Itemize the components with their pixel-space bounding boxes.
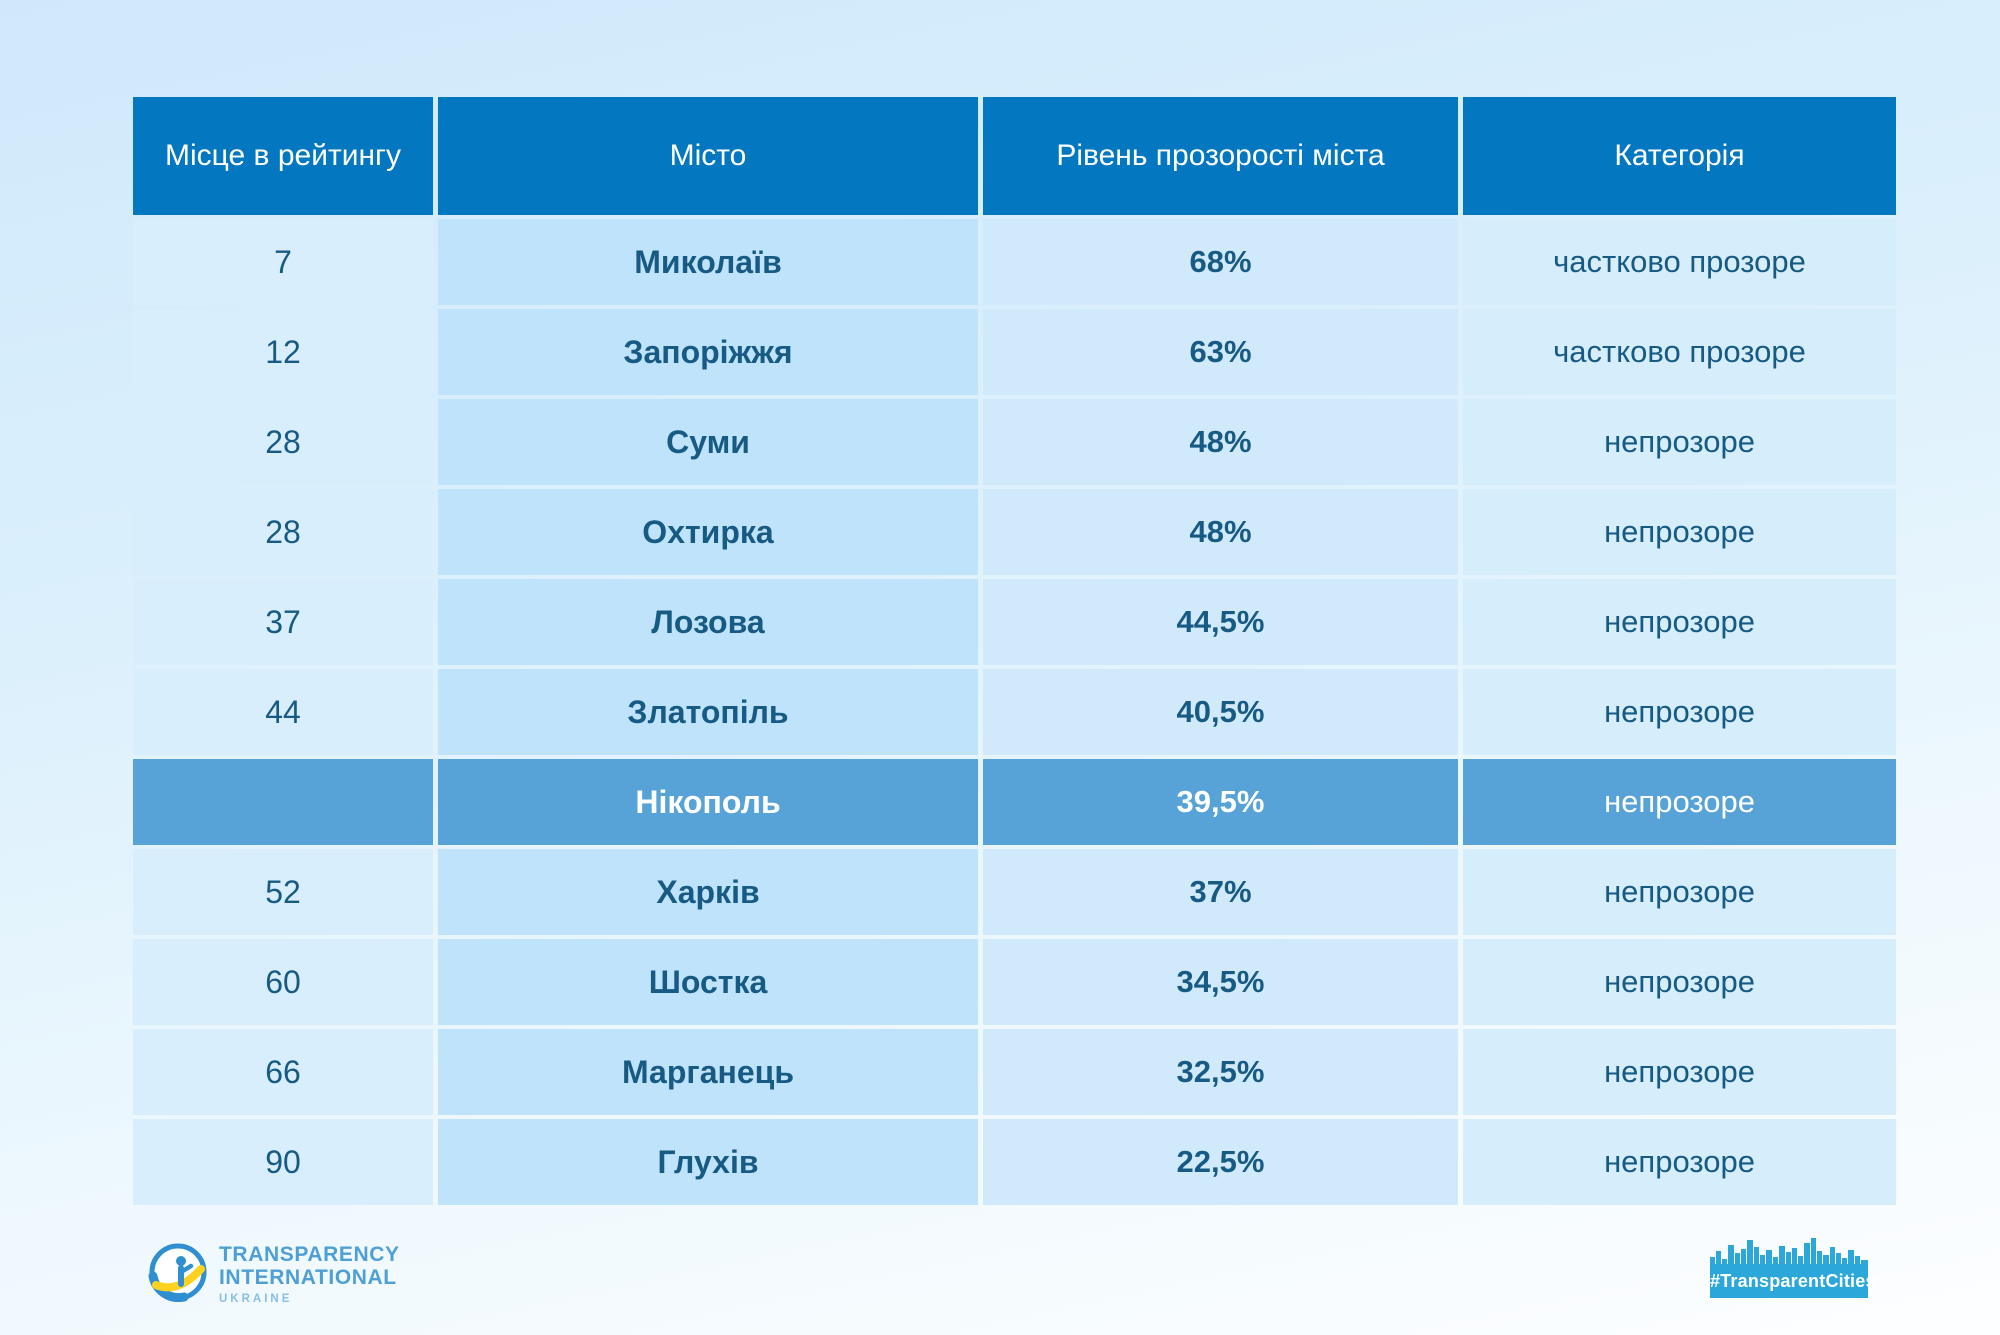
ti-logo-line3: UKRAINE (219, 1292, 293, 1305)
city-cell: Лозова (438, 579, 978, 665)
level-cell: 37% (983, 849, 1458, 935)
city-cell: Суми (438, 399, 978, 485)
level-cell: 48% (983, 399, 1458, 485)
city-cell: Харків (438, 849, 978, 935)
level-cell: 63% (983, 309, 1458, 395)
col-header-level: Рівень прозорості міста (983, 97, 1458, 215)
city-cell-highlighted: Нікополь (438, 759, 978, 845)
level-cell: 48% (983, 489, 1458, 575)
level-cell: 34,5% (983, 939, 1458, 1025)
place-cell-highlighted (133, 759, 433, 845)
category-cell: непрозоре (1463, 1029, 1896, 1115)
place-cell: 28 (133, 399, 433, 485)
category-cell: частково прозоре (1463, 219, 1896, 305)
transparency-rating-table: Місце в рейтингу Місто Рівень прозорості… (133, 97, 1896, 1205)
city-cell: Златопіль (438, 669, 978, 755)
city-cell: Шостка (438, 939, 978, 1025)
category-cell: непрозоре (1463, 1119, 1896, 1205)
col-header-place: Місце в рейтингу (133, 97, 433, 215)
city-cell: Марганець (438, 1029, 978, 1115)
ti-logo-text: TRANSPARENCY INTERNATIONAL UKRAINE (219, 1243, 400, 1305)
place-cell: 66 (133, 1029, 433, 1115)
place-cell: 12 (133, 309, 433, 395)
category-cell: непрозоре (1463, 399, 1896, 485)
level-cell: 44,5% (983, 579, 1458, 665)
place-cell: 52 (133, 849, 433, 935)
category-cell: непрозоре (1463, 849, 1896, 935)
city-cell: Охтирка (438, 489, 978, 575)
ti-logo-line2: INTERNATIONAL (219, 1266, 397, 1289)
level-cell-highlighted: 39,5% (983, 759, 1458, 845)
category-cell: частково прозоре (1463, 309, 1896, 395)
city-cell: Запоріжжя (438, 309, 978, 395)
city-cell: Глухів (438, 1119, 978, 1205)
category-cell: непрозоре (1463, 669, 1896, 755)
transparent-cities-label: #TransparentCities (1710, 1267, 1875, 1298)
ti-logo-line1: TRANSPARENCY (219, 1243, 400, 1267)
transparent-cities-badge: #TransparentCities (1710, 1237, 1875, 1298)
category-cell: непрозоре (1463, 939, 1896, 1025)
place-cell: 7 (133, 219, 433, 305)
col-header-city: Місто (438, 97, 978, 215)
level-cell: 40,5% (983, 669, 1458, 755)
place-cell: 60 (133, 939, 433, 1025)
place-cell: 28 (133, 489, 433, 575)
category-cell: непрозоре (1463, 489, 1896, 575)
level-cell: 22,5% (983, 1119, 1458, 1205)
place-cell: 37 (133, 579, 433, 665)
ti-globe-icon (148, 1242, 208, 1307)
category-cell-highlighted: непрозоре (1463, 759, 1896, 845)
place-cell: 90 (133, 1119, 433, 1205)
level-cell: 68% (983, 219, 1458, 305)
city-skyline-icon (1710, 1237, 1868, 1267)
city-cell: Миколаїв (438, 219, 978, 305)
place-cell: 44 (133, 669, 433, 755)
ti-ukraine-logo: TRANSPARENCY INTERNATIONAL UKRAINE (148, 1242, 400, 1307)
level-cell: 32,5% (983, 1029, 1458, 1115)
category-cell: непрозоре (1463, 579, 1896, 665)
col-header-category: Категорія (1463, 97, 1896, 215)
